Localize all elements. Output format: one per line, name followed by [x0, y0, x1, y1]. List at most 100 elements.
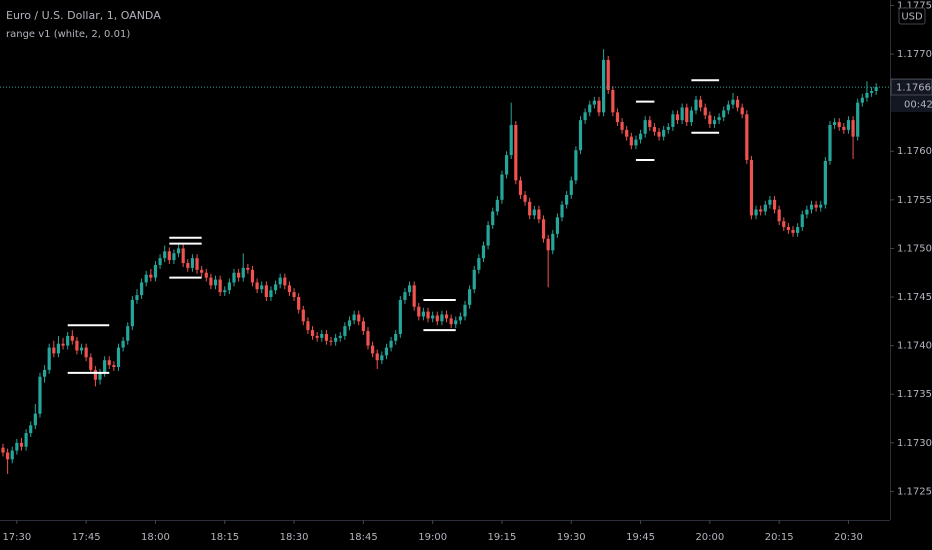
candle-body [657, 131, 661, 137]
candle-body [47, 347, 51, 370]
plot-area [0, 49, 890, 474]
candle-body [694, 99, 698, 111]
candle-body [555, 217, 559, 234]
candle-body [181, 248, 185, 264]
candle-body [754, 209, 758, 216]
candle-body [334, 337, 338, 342]
candle-body [472, 269, 476, 290]
indicator-title: range v1 (white, 2, 0.01) [6, 29, 130, 40]
candle-body [246, 267, 250, 270]
candle-body [209, 277, 213, 286]
candle-body [250, 269, 255, 283]
candle-body [791, 229, 795, 233]
candle-body [347, 320, 352, 327]
candle-body [860, 97, 864, 103]
candle-body [574, 150, 578, 181]
candle-body [130, 299, 134, 327]
candle-body [828, 124, 832, 161]
candle-body [768, 199, 772, 205]
candle-body [874, 87, 878, 91]
candle-body [149, 274, 153, 278]
candle-body [195, 258, 199, 270]
candle-body [227, 282, 231, 291]
last-price-label: 1.17666 [896, 83, 932, 94]
candle-body [634, 139, 638, 146]
x-tick-label: 18:00 [141, 532, 170, 543]
candle-body [273, 284, 278, 291]
candle-body [431, 315, 435, 319]
candle-body [15, 442, 19, 451]
candle-body [671, 114, 675, 127]
candle-body [569, 180, 573, 195]
x-tick-label: 17:30 [2, 532, 31, 543]
candle-body [213, 279, 218, 286]
candle-body [588, 104, 592, 113]
candle-body [310, 330, 315, 336]
candle-body [237, 272, 241, 278]
candle-body [772, 199, 777, 210]
currency-box[interactable] [898, 7, 926, 25]
candle-body [324, 333, 328, 341]
candle-body [24, 433, 28, 447]
candle-body [833, 122, 837, 125]
candle-body [329, 340, 333, 342]
candle-body [421, 311, 426, 317]
candle-body [232, 272, 236, 283]
candle-body [172, 253, 176, 261]
candle-body [70, 335, 74, 341]
candle-body [689, 110, 693, 123]
candle-body [722, 110, 726, 118]
candle-body [42, 369, 47, 377]
candle-body [805, 209, 809, 215]
candle-body [837, 122, 841, 127]
candle-body [597, 100, 601, 113]
x-tick-label: 20:30 [834, 532, 863, 543]
candle-body [6, 452, 10, 460]
candle-body [292, 292, 296, 298]
candle-body [712, 120, 717, 125]
candle-body [463, 304, 467, 317]
candle-body [537, 209, 541, 220]
candle-body [638, 133, 643, 140]
candle-body [675, 114, 680, 121]
candle-body [699, 99, 703, 108]
candle-body [10, 450, 14, 460]
candle-body [759, 209, 763, 212]
y-tick-label: 1.17600 [897, 146, 932, 157]
candle-body [75, 340, 79, 351]
candle-body [869, 90, 874, 93]
candle-body [338, 335, 342, 338]
candle-body [481, 245, 486, 259]
candle-body [135, 295, 139, 300]
candle-body [29, 425, 33, 434]
y-tick-label: 1.17700 [897, 49, 932, 60]
candle-body [384, 347, 389, 356]
candle-body [680, 107, 684, 121]
x-tick-label: 17:45 [72, 532, 101, 543]
candle-body [33, 413, 37, 426]
candle-body [602, 59, 606, 113]
candle-body [241, 267, 245, 278]
candle-body [283, 277, 287, 286]
candle-body [79, 347, 84, 351]
candle-body [84, 347, 88, 358]
x-tick-label: 19:45 [626, 532, 655, 543]
candle-body [56, 343, 61, 354]
y-tick-label: 1.17450 [897, 292, 932, 303]
candle-body [389, 340, 393, 348]
currency[interactable]: USD [901, 12, 923, 23]
x-tick-label: 18:15 [210, 532, 239, 543]
candle-body [717, 117, 721, 121]
candle-body [417, 306, 421, 317]
candle-body [269, 290, 273, 298]
candle-body [116, 347, 121, 368]
candle-body [306, 321, 310, 331]
candle-body [592, 100, 596, 105]
candle-body [200, 269, 204, 273]
candle-body [583, 112, 587, 121]
candle-body [648, 120, 652, 127]
candle-body [865, 92, 869, 98]
candle-body [112, 365, 116, 368]
x-tick-label: 20:00 [695, 532, 724, 543]
x-tick-label: 18:45 [349, 532, 378, 543]
